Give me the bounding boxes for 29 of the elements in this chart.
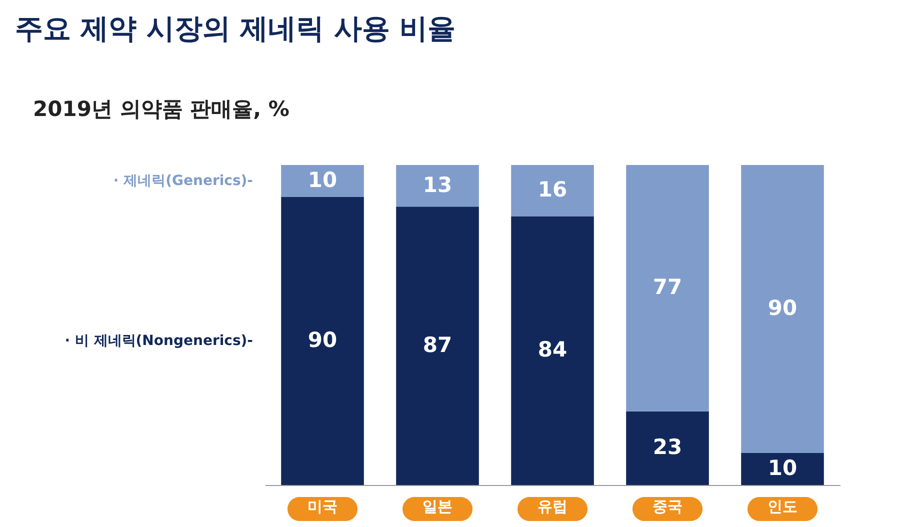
- bar: [741, 453, 824, 485]
- data-label: 87: [422, 332, 452, 357]
- text: · 비 제네릭(Nongenerics)-: [64, 333, 254, 349]
- chart-subtitle: 2019년 의약품 판매율, %: [33, 97, 290, 121]
- bar: [626, 411, 709, 485]
- x-tick-label: 유럽: [538, 498, 568, 516]
- bar: [281, 165, 364, 197]
- bar: [396, 206, 479, 485]
- data-label: 84: [538, 338, 568, 362]
- data-label: 90: [308, 328, 338, 352]
- bar: [281, 197, 364, 485]
- x-tick-label: 미국: [308, 498, 338, 516]
- chart-title: 주요 제약 시장의 제네릭 사용 비율: [15, 12, 456, 45]
- data-label: 13: [422, 172, 452, 197]
- data-label: 23: [652, 435, 682, 460]
- data-label: 77: [652, 275, 682, 300]
- data-label: 10: [308, 168, 338, 192]
- bar: [741, 165, 824, 453]
- data-label: 10: [768, 456, 798, 480]
- text: · 제네릭(Generics)-: [113, 173, 254, 189]
- x-tick-label: 인도: [768, 498, 798, 516]
- bar: [511, 216, 594, 485]
- x-tick-label: 중국: [652, 498, 682, 516]
- x-tick-label: 일본: [422, 498, 452, 516]
- bar: [626, 165, 709, 412]
- data-label: 16: [538, 178, 568, 202]
- data-label: 90: [768, 296, 798, 320]
- bar: [511, 165, 594, 216]
- bar: [396, 165, 479, 207]
